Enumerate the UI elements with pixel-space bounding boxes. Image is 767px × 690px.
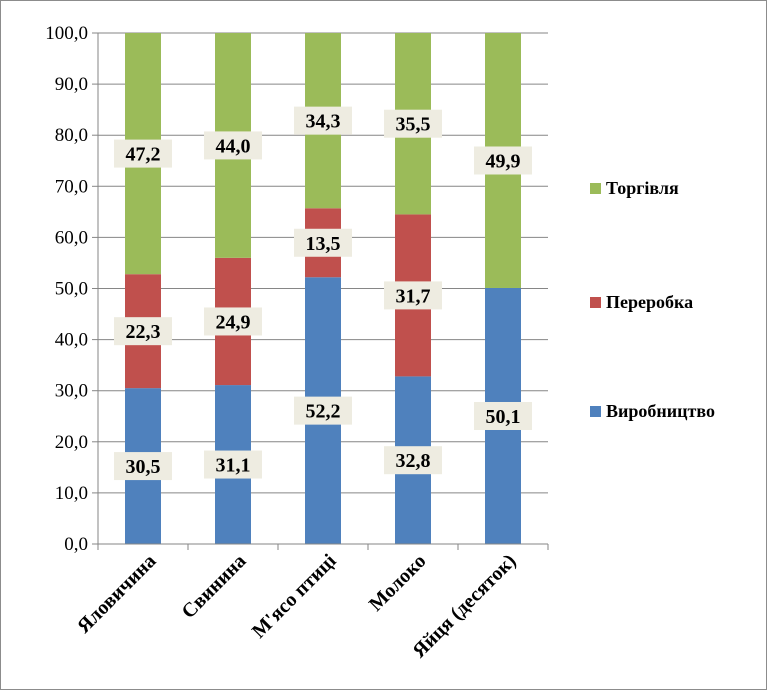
y-tick-label: 60,0 — [55, 227, 88, 248]
data-label: 34,3 — [294, 107, 352, 135]
y-tick-label: 30,0 — [55, 381, 88, 402]
data-label-text: 34,3 — [306, 111, 341, 133]
data-label-text: 44,0 — [216, 135, 251, 157]
y-tick-label: 100,0 — [45, 23, 88, 44]
data-label: 47,2 — [114, 140, 172, 168]
data-label-text: 30,5 — [126, 456, 161, 478]
y-tick-label: 50,0 — [55, 279, 88, 300]
y-tick-label: 70,0 — [55, 176, 88, 197]
x-category-label: Яловичина — [73, 550, 161, 638]
y-tick-label: 40,0 — [55, 330, 88, 351]
data-label: 24,9 — [204, 307, 262, 335]
legend-item: Торгівля — [590, 178, 679, 198]
data-label: 32,8 — [384, 446, 442, 474]
y-tick-label: 0,0 — [64, 534, 88, 555]
legend: Торгівля Переробка Виробництво — [590, 178, 715, 421]
legend-item: Виробництво — [590, 401, 715, 421]
legend-swatch — [590, 406, 601, 417]
y-tick-label: 80,0 — [55, 125, 88, 146]
data-label-text: 31,7 — [396, 285, 431, 307]
data-label: 30,5 — [114, 452, 172, 480]
legend-swatch — [590, 297, 601, 308]
data-label: 50,1 — [474, 402, 532, 430]
y-tick-label: 20,0 — [55, 432, 88, 453]
data-label: 13,5 — [294, 229, 352, 257]
legend-label: Переробка — [606, 292, 693, 312]
data-label-text: 47,2 — [126, 144, 161, 166]
data-label: 52,2 — [294, 397, 352, 425]
y-tick-label: 90,0 — [55, 74, 88, 95]
data-label-text: 24,9 — [216, 311, 251, 333]
legend-label: Торгівля — [606, 178, 679, 198]
data-label-text: 49,9 — [486, 150, 521, 172]
data-label-text: 52,2 — [306, 401, 341, 423]
legend-item: Переробка — [590, 292, 693, 312]
data-label-text: 13,5 — [306, 233, 341, 255]
data-label-text: 50,1 — [486, 406, 521, 428]
data-label-text: 31,1 — [216, 455, 251, 477]
y-tick-label: 10,0 — [55, 483, 88, 504]
legend-swatch — [590, 183, 601, 194]
x-category-label: Свинина — [177, 550, 250, 623]
data-label: 49,9 — [474, 146, 532, 174]
data-label-text: 22,3 — [126, 321, 161, 343]
legend-label: Виробництво — [606, 401, 715, 421]
x-category-label: М'ясо птиці — [248, 550, 341, 643]
data-label: 44,0 — [204, 131, 262, 159]
data-label-text: 32,8 — [396, 450, 431, 472]
data-label: 31,7 — [384, 281, 442, 309]
data-label-text: 35,5 — [396, 114, 431, 136]
data-label: 22,3 — [114, 317, 172, 345]
data-label: 35,5 — [384, 110, 442, 138]
x-category-label: Молоко — [365, 550, 431, 616]
data-label: 31,1 — [204, 451, 262, 479]
